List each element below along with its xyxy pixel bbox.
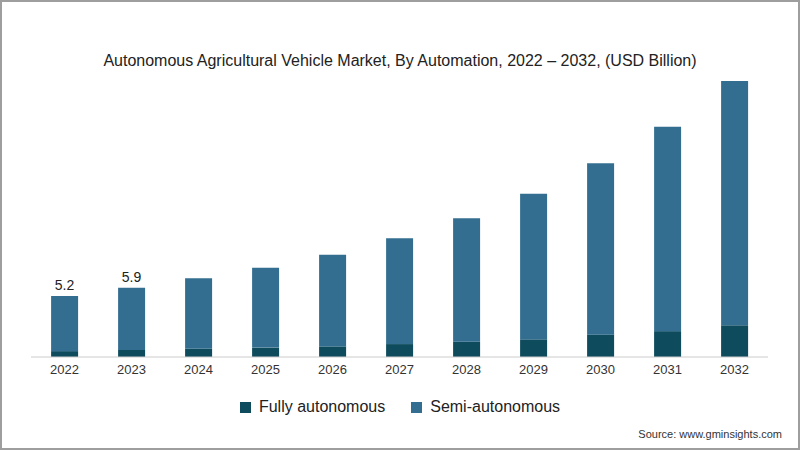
svg-text:2025: 2025 [251, 362, 280, 377]
svg-text:2032: 2032 [720, 362, 749, 377]
svg-text:2031: 2031 [653, 362, 682, 377]
html-text:Autonomous Agricultural Vehicl: Autonomous Agricultural Vehicle Market, … [103, 52, 697, 69]
svg-text:5.2: 5.2 [55, 277, 75, 293]
svg-text:2024: 2024 [184, 362, 213, 377]
svg-text:2026: 2026 [318, 362, 347, 377]
svg-text:5.9: 5.9 [122, 269, 142, 285]
html-text:Fully autonomous: Fully autonomous [258, 398, 386, 415]
svg-text:2022: 2022 [50, 362, 79, 377]
svg-text:2029: 2029 [519, 362, 548, 377]
svg-text:2023: 2023 [117, 362, 146, 377]
svg-text:2030: 2030 [586, 362, 615, 377]
html-text:Source: www.gminsights.com: Source: www.gminsights.com [638, 428, 782, 440]
svg-text:2028: 2028 [452, 362, 481, 377]
svg-text:2027: 2027 [385, 362, 414, 377]
html-text:Semi-autonomous: Semi-autonomous [430, 398, 561, 415]
